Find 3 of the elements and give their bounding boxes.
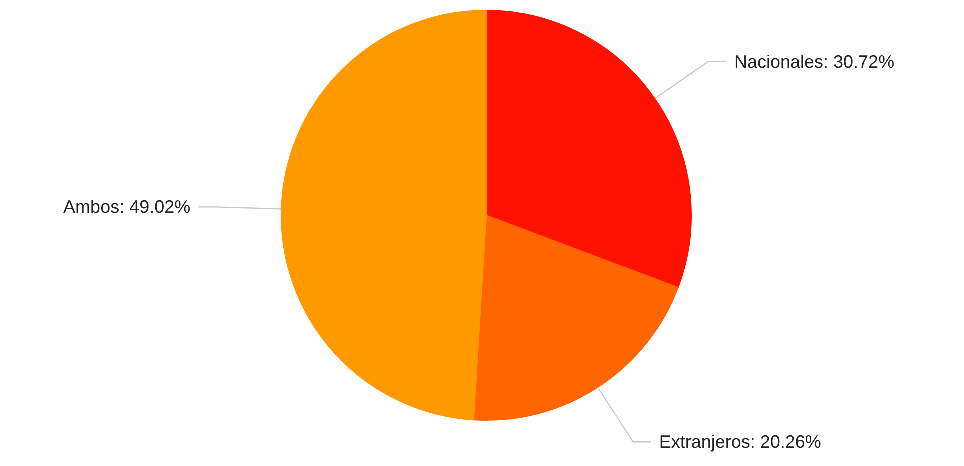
slice-label: Ambos: 49.02%: [64, 197, 191, 218]
slice-label: Extranjeros: 20.26%: [659, 432, 822, 452]
slice-label: Nacionales: 30.72%: [734, 52, 895, 72]
